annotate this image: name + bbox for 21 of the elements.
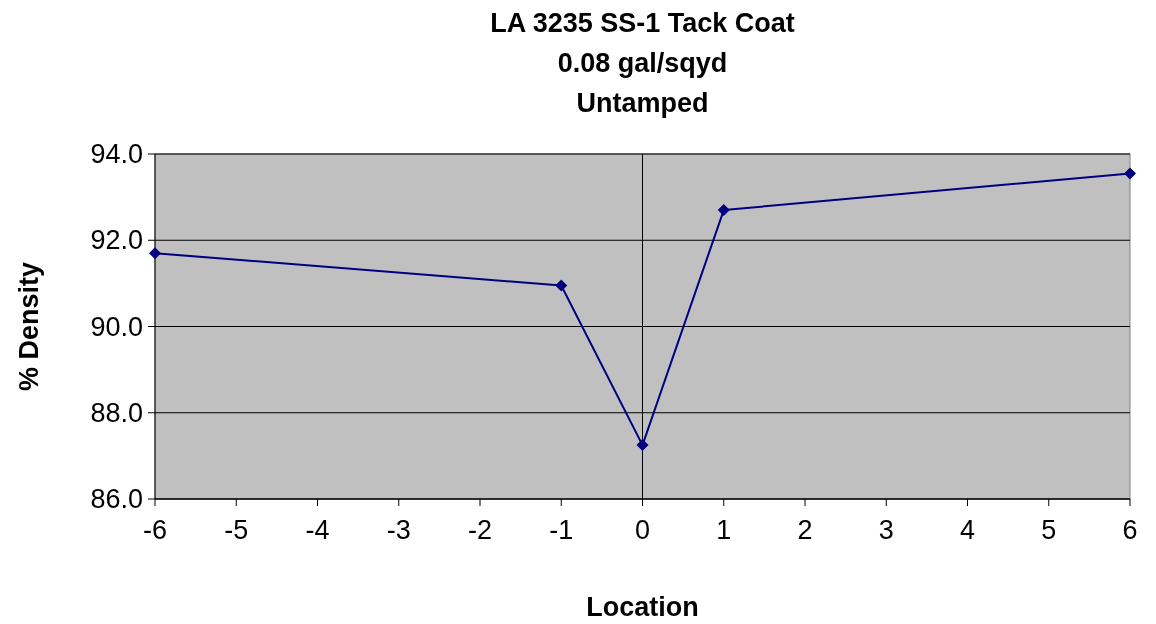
- x-tick-label: -4: [305, 515, 330, 545]
- x-tick-label: -6: [142, 515, 168, 545]
- x-tick-label: 2: [797, 515, 813, 545]
- x-tick-label: 3: [878, 515, 894, 545]
- x-tick-label: 1: [716, 515, 732, 545]
- y-tick-label: 92.0: [90, 225, 143, 256]
- x-tick-label: -2: [467, 515, 493, 545]
- y-tick-label: 90.0: [90, 311, 143, 342]
- x-tick-label: 6: [1122, 515, 1138, 545]
- x-axis-title: Location: [586, 592, 699, 622]
- x-tick-label: -3: [386, 515, 411, 545]
- x-tick-label: -5: [224, 515, 249, 545]
- x-tick-label: 4: [959, 515, 976, 545]
- x-tick-label: -1: [549, 515, 574, 545]
- chart-title: LA 3235 SS-1 Tack Coat 0.08 gal/sqyd Untamped: [490, 8, 795, 118]
- y-tick-label: 88.0: [90, 397, 143, 428]
- x-tick-label: 0: [634, 515, 651, 545]
- x-tick-label: 5: [1041, 515, 1057, 545]
- y-tick-label: 94.0: [90, 139, 143, 169]
- y-axis-title: % Density: [14, 261, 44, 392]
- y-tick-label: 86.0: [90, 484, 143, 514]
